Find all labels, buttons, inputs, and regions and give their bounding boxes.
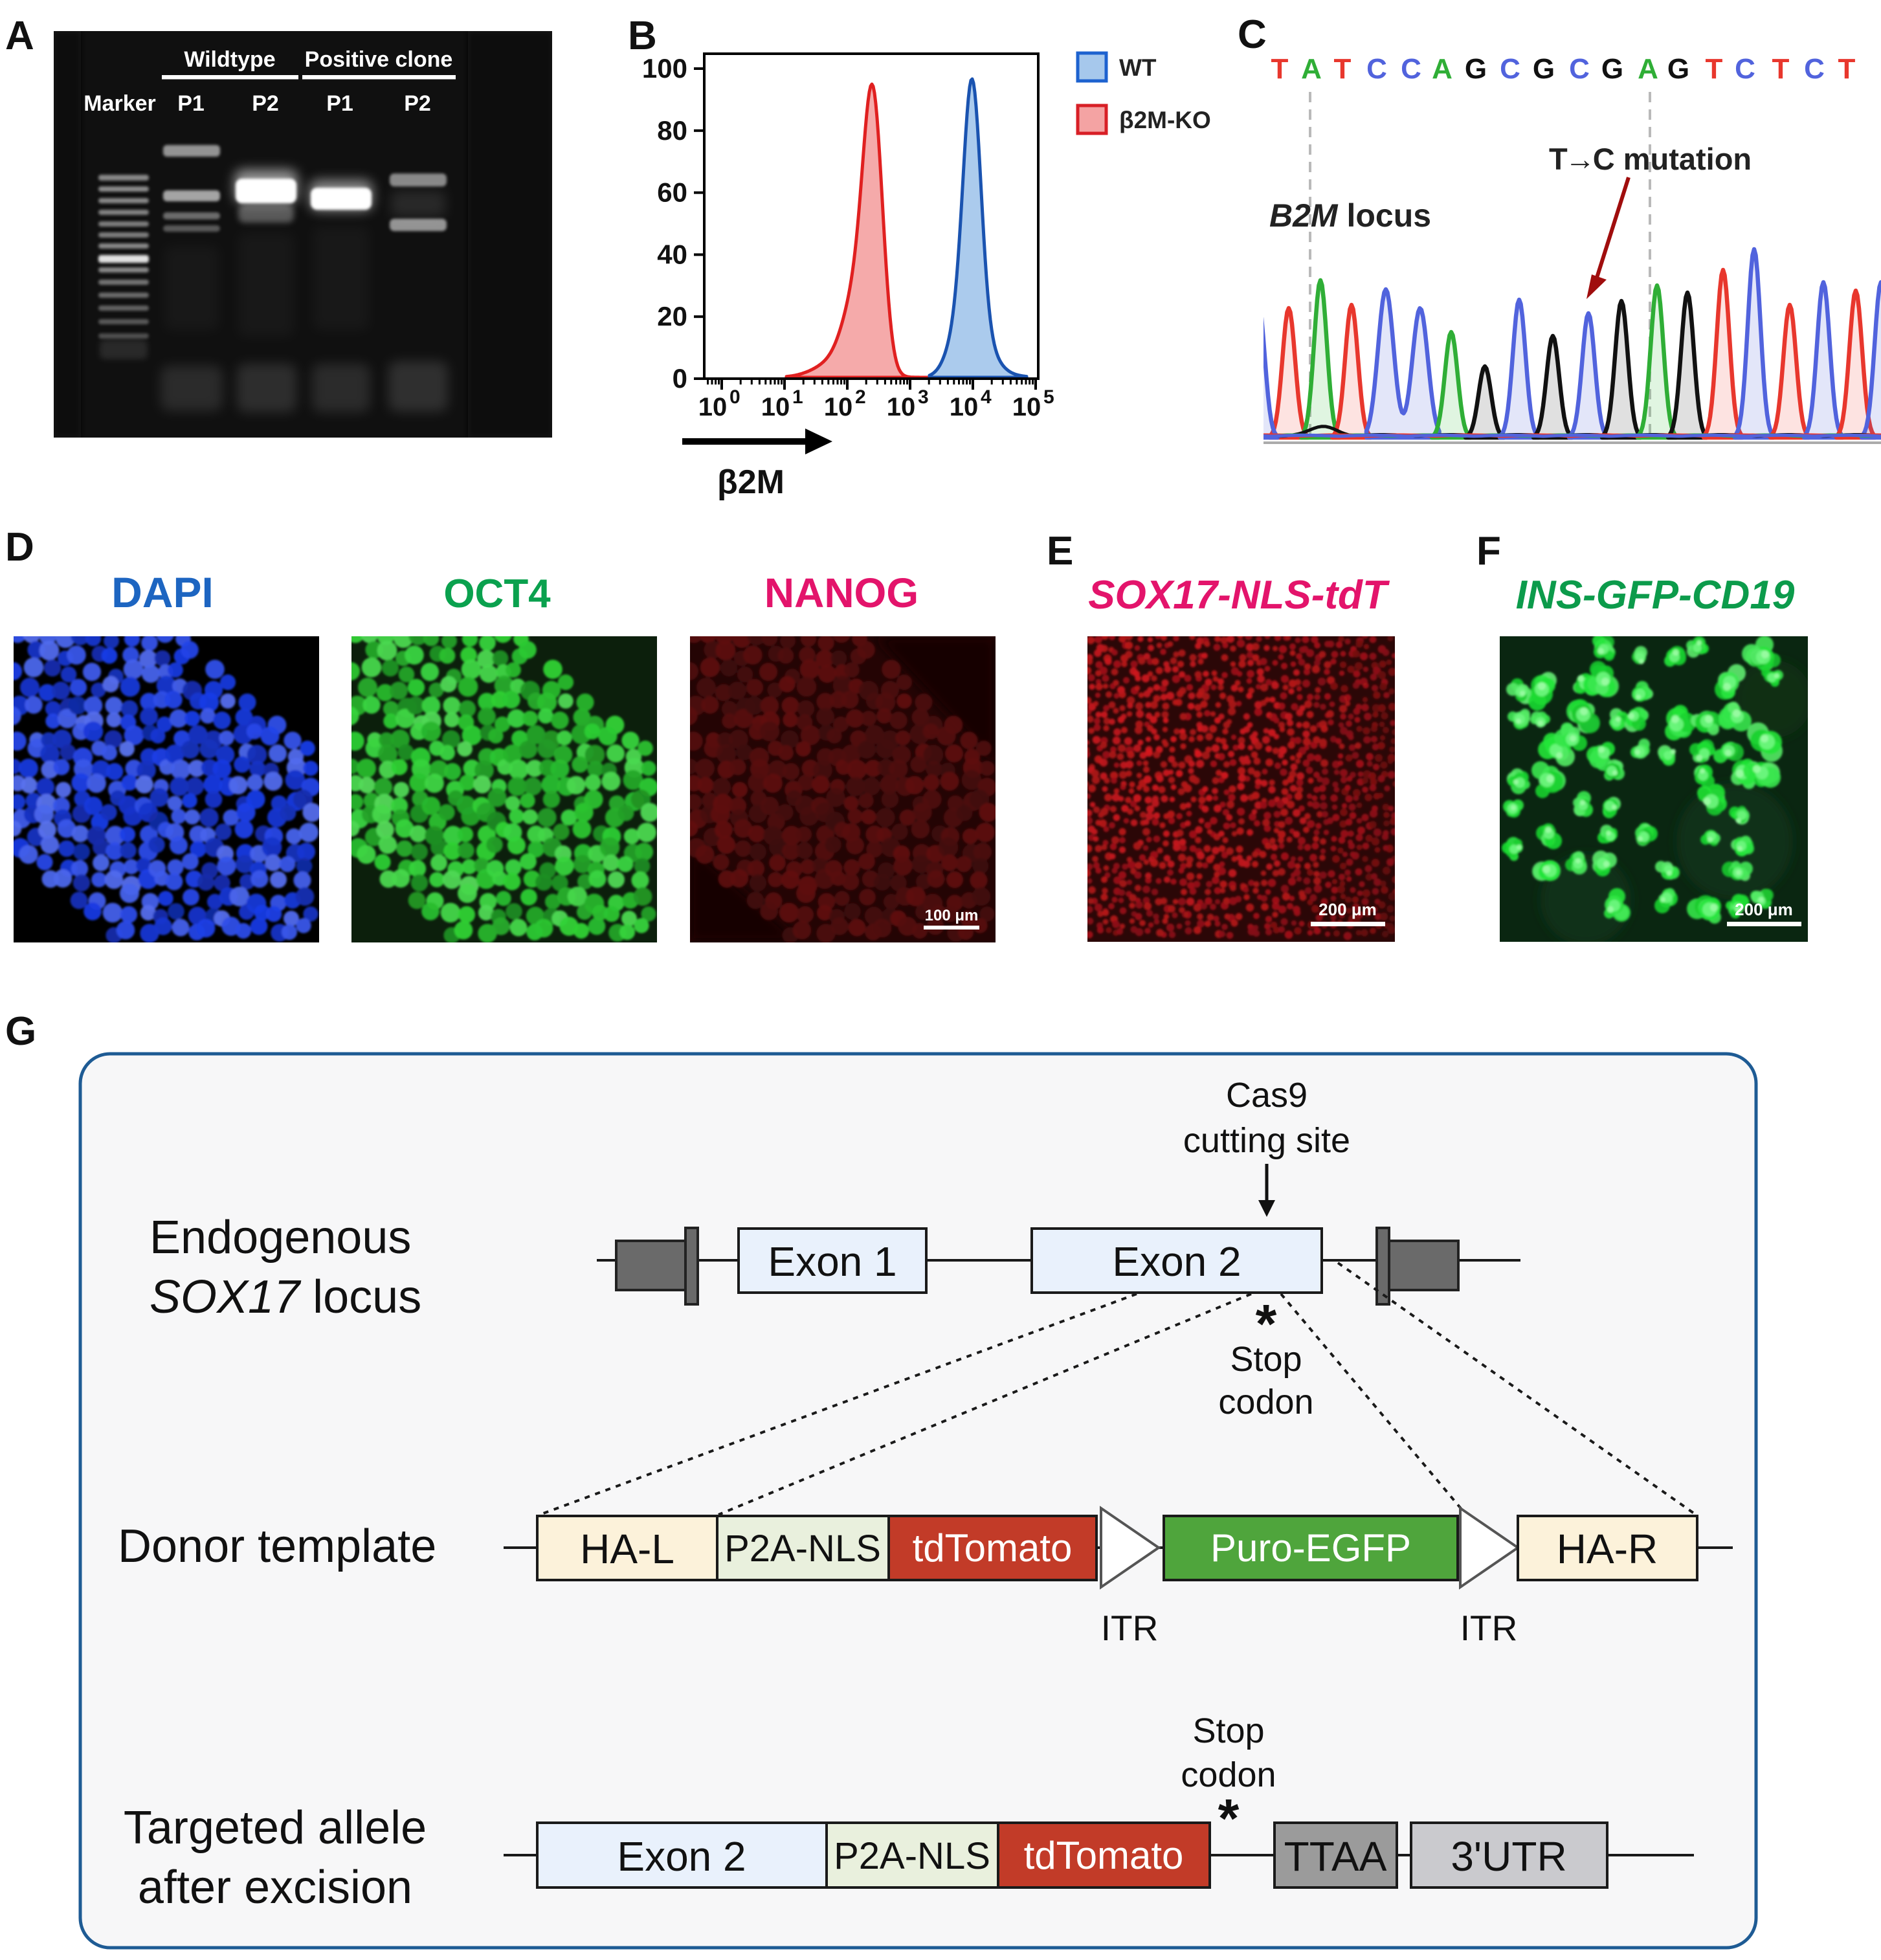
svg-text:A: A	[5, 14, 34, 58]
svg-text:G: G	[1601, 53, 1623, 85]
svg-text:HA-L: HA-L	[580, 1526, 674, 1572]
svg-text:TTAA: TTAA	[1284, 1833, 1387, 1880]
svg-text:Cas9: Cas9	[1226, 1076, 1308, 1115]
svg-text:Targeted allele: Targeted allele	[124, 1802, 427, 1854]
svg-text:Positive clone: Positive clone	[305, 47, 453, 72]
svg-text:P1: P1	[326, 91, 353, 116]
svg-text:G: G	[1465, 53, 1487, 85]
svg-text:3'UTR: 3'UTR	[1451, 1833, 1566, 1880]
svg-text:ITR: ITR	[1460, 1608, 1518, 1648]
svg-text:10: 10	[950, 393, 979, 421]
svg-text:SOX17-NLS-tdT: SOX17-NLS-tdT	[1088, 573, 1390, 618]
svg-text:200 μm: 200 μm	[1319, 900, 1377, 919]
svg-text:DAPI: DAPI	[111, 568, 214, 616]
svg-text:200 μm: 200 μm	[1735, 900, 1793, 919]
svg-text:E: E	[1047, 529, 1073, 574]
svg-text:B: B	[628, 14, 657, 58]
svg-text:10: 10	[761, 393, 790, 421]
svg-text:C: C	[1401, 53, 1421, 85]
svg-text:C: C	[1735, 53, 1755, 85]
svg-text:INS-GFP-CD19: INS-GFP-CD19	[1516, 573, 1795, 618]
svg-text:SOX17 locus: SOX17 locus	[150, 1271, 421, 1323]
svg-text:C: C	[1366, 53, 1387, 85]
svg-text:5: 5	[1043, 386, 1054, 408]
svg-text:*: *	[1256, 1293, 1277, 1354]
svg-text:NANOG: NANOG	[764, 570, 918, 616]
svg-text:Exon 1: Exon 1	[768, 1238, 896, 1285]
svg-text:C: C	[1238, 12, 1267, 57]
svg-text:*: *	[1218, 1788, 1240, 1849]
svg-text:T: T	[1271, 53, 1289, 85]
svg-text:β2M: β2M	[717, 463, 785, 501]
svg-text:Stop: Stop	[1230, 1340, 1302, 1379]
svg-text:β2M-KO: β2M-KO	[1119, 107, 1211, 133]
svg-text:T: T	[1772, 53, 1790, 85]
svg-text:A: A	[1432, 53, 1452, 85]
svg-text:T: T	[1706, 53, 1723, 85]
svg-text:Stop: Stop	[1192, 1711, 1264, 1750]
svg-text:codon: codon	[1218, 1383, 1313, 1421]
svg-text:0: 0	[673, 363, 687, 394]
svg-text:A: A	[1301, 53, 1322, 85]
svg-text:codon: codon	[1181, 1755, 1276, 1794]
svg-text:G: G	[1533, 53, 1555, 85]
svg-text:Exon 2: Exon 2	[617, 1833, 746, 1880]
svg-text:C: C	[1500, 53, 1520, 85]
svg-text:Endogenous: Endogenous	[150, 1212, 411, 1264]
svg-text:ITR: ITR	[1101, 1608, 1159, 1648]
svg-text:tdTomato: tdTomato	[913, 1526, 1073, 1570]
svg-text:HA-R: HA-R	[1557, 1526, 1658, 1572]
svg-text:C: C	[1569, 53, 1590, 85]
svg-text:after excision: after excision	[138, 1862, 412, 1913]
svg-text:Marker: Marker	[83, 91, 156, 116]
svg-text:80: 80	[657, 115, 687, 146]
svg-text:B2M locus: B2M locus	[1269, 197, 1431, 234]
svg-text:100: 100	[642, 53, 687, 84]
svg-text:T→C mutation: T→C mutation	[1549, 142, 1752, 176]
svg-text:P2A-NLS: P2A-NLS	[724, 1528, 881, 1570]
svg-text:T: T	[1334, 53, 1352, 85]
svg-text:20: 20	[657, 301, 687, 331]
svg-text:40: 40	[657, 239, 687, 269]
svg-text:C: C	[1804, 53, 1825, 85]
svg-text:10: 10	[1012, 393, 1041, 421]
svg-text:F: F	[1476, 529, 1501, 574]
svg-text:Wildtype: Wildtype	[184, 47, 275, 72]
svg-text:10: 10	[824, 393, 853, 421]
svg-text:cutting site: cutting site	[1183, 1121, 1350, 1160]
svg-text:10: 10	[698, 393, 728, 421]
svg-text:P2: P2	[252, 91, 279, 116]
svg-text:WT: WT	[1119, 54, 1157, 81]
svg-text:0: 0	[729, 386, 740, 408]
svg-text:2: 2	[855, 386, 866, 408]
svg-text:10: 10	[887, 393, 916, 421]
svg-text:G: G	[5, 1009, 36, 1054]
svg-text:Puro-EGFP: Puro-EGFP	[1210, 1526, 1411, 1570]
svg-text:1: 1	[792, 386, 803, 408]
svg-text:3: 3	[918, 386, 929, 408]
svg-text:Donor template: Donor template	[118, 1520, 436, 1572]
svg-text:tdTomato: tdTomato	[1024, 1834, 1184, 1877]
svg-text:100 μm: 100 μm	[925, 907, 979, 924]
svg-text:D: D	[5, 525, 34, 570]
svg-text:P2A-NLS: P2A-NLS	[834, 1835, 990, 1877]
svg-text:60: 60	[657, 177, 687, 208]
svg-text:4: 4	[981, 386, 992, 408]
svg-text:T: T	[1838, 53, 1856, 85]
svg-text:A: A	[1638, 53, 1658, 85]
svg-text:Exon 2: Exon 2	[1112, 1238, 1241, 1285]
svg-text:G: G	[1667, 53, 1689, 85]
svg-text:P1: P1	[177, 91, 205, 116]
svg-text:P2: P2	[404, 91, 431, 116]
svg-text:OCT4: OCT4	[443, 572, 551, 616]
